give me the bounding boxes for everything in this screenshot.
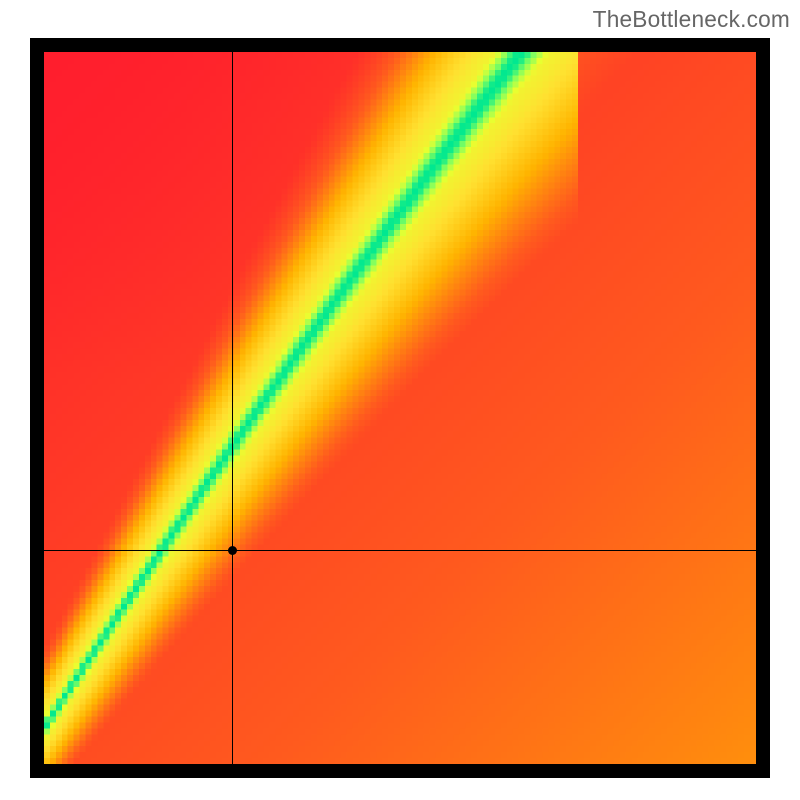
watermark-text: TheBottleneck.com [593,6,790,33]
bottleneck-heatmap [44,52,756,764]
crosshair-vertical [232,52,233,764]
crosshair-horizontal [44,550,756,551]
selection-marker [228,546,237,555]
